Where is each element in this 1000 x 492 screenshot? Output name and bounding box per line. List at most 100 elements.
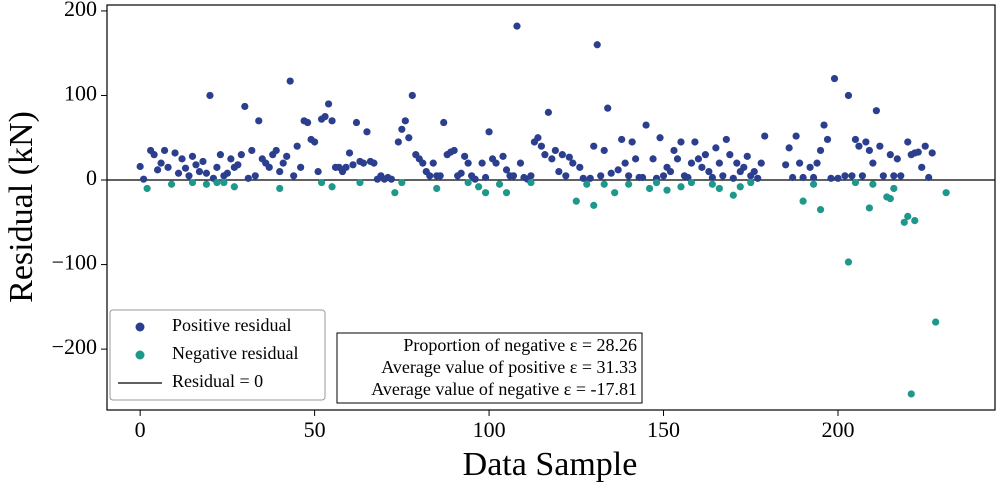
data-point bbox=[471, 175, 479, 183]
data-point bbox=[604, 104, 612, 112]
data-point bbox=[701, 151, 709, 159]
data-point bbox=[876, 142, 884, 150]
data-point bbox=[705, 167, 713, 176]
data-point bbox=[297, 163, 305, 171]
data-point bbox=[202, 180, 211, 188]
data-point bbox=[621, 159, 629, 167]
data-point bbox=[649, 155, 657, 163]
annotation: Proportion of negative ε = 28.26 bbox=[403, 335, 637, 355]
data-point bbox=[855, 142, 863, 150]
data-point bbox=[164, 163, 172, 171]
legend-marker bbox=[135, 322, 145, 332]
data-point bbox=[276, 167, 284, 176]
data-point bbox=[942, 189, 950, 197]
data-point bbox=[663, 186, 671, 194]
data-point bbox=[502, 166, 511, 174]
data-point bbox=[440, 118, 448, 127]
data-point bbox=[736, 183, 744, 191]
data-point bbox=[140, 175, 148, 183]
data-point bbox=[363, 128, 371, 136]
data-point bbox=[398, 178, 406, 187]
y-tick-label: −100 bbox=[52, 250, 97, 275]
data-point bbox=[272, 146, 280, 155]
data-point bbox=[625, 172, 633, 180]
y-tick-label: 100 bbox=[64, 81, 97, 106]
data-point bbox=[562, 172, 570, 180]
data-point bbox=[527, 178, 535, 187]
data-point bbox=[597, 172, 605, 180]
data-point bbox=[904, 212, 912, 220]
data-point bbox=[914, 148, 922, 156]
data-point bbox=[816, 206, 825, 214]
data-point bbox=[645, 184, 654, 193]
data-point bbox=[185, 172, 193, 180]
data-point bbox=[806, 163, 814, 171]
data-point bbox=[715, 159, 723, 167]
data-point bbox=[534, 134, 542, 142]
data-point bbox=[590, 142, 598, 150]
data-point bbox=[785, 144, 793, 152]
data-point bbox=[516, 159, 525, 167]
data-point bbox=[893, 155, 901, 163]
data-point bbox=[691, 138, 699, 146]
data-point bbox=[188, 152, 197, 160]
data-point bbox=[502, 189, 511, 197]
data-point bbox=[799, 173, 807, 182]
data-point bbox=[433, 184, 441, 193]
data-point bbox=[527, 172, 535, 180]
data-point bbox=[900, 218, 908, 226]
data-point bbox=[481, 189, 490, 197]
data-point bbox=[796, 159, 804, 167]
data-point bbox=[569, 159, 577, 167]
data-point bbox=[642, 121, 650, 129]
data-point bbox=[583, 180, 591, 188]
data-point bbox=[886, 151, 894, 159]
data-point bbox=[715, 184, 723, 193]
x-tick-label: 50 bbox=[304, 417, 326, 442]
data-point bbox=[461, 152, 469, 160]
data-point bbox=[890, 172, 898, 180]
data-point bbox=[227, 155, 235, 163]
data-point bbox=[726, 151, 734, 159]
data-point bbox=[216, 151, 224, 159]
data-point bbox=[419, 159, 427, 167]
data-point bbox=[684, 173, 692, 182]
data-point bbox=[464, 159, 472, 167]
data-point bbox=[359, 159, 368, 167]
data-point bbox=[286, 77, 294, 85]
data-point bbox=[921, 142, 929, 150]
data-point bbox=[426, 172, 434, 180]
x-tick-label: 150 bbox=[647, 417, 680, 442]
data-point bbox=[673, 155, 682, 163]
data-point bbox=[618, 135, 626, 144]
data-point bbox=[304, 118, 312, 127]
data-point bbox=[827, 174, 835, 182]
data-point bbox=[747, 178, 755, 187]
data-point bbox=[255, 117, 263, 125]
data-point bbox=[816, 146, 825, 155]
data-point bbox=[349, 161, 357, 169]
data-point bbox=[230, 183, 238, 191]
data-point bbox=[265, 163, 273, 171]
data-point bbox=[293, 142, 301, 150]
data-point bbox=[740, 163, 748, 171]
x-axis-label: Data Sample bbox=[463, 446, 638, 483]
data-point bbox=[670, 146, 678, 155]
data-point bbox=[398, 125, 406, 133]
data-point bbox=[754, 174, 762, 182]
data-point bbox=[607, 169, 615, 177]
y-tick-label: 0 bbox=[86, 165, 97, 190]
data-point bbox=[202, 169, 211, 177]
data-point bbox=[677, 183, 685, 191]
data-point bbox=[276, 184, 284, 193]
data-point bbox=[181, 164, 190, 172]
data-point bbox=[590, 201, 598, 209]
data-point bbox=[698, 163, 706, 171]
data-point bbox=[687, 178, 696, 187]
data-point bbox=[541, 151, 549, 159]
data-point bbox=[234, 161, 242, 169]
data-point bbox=[729, 174, 737, 182]
data-point bbox=[167, 180, 176, 188]
data-point bbox=[324, 100, 333, 108]
data-point bbox=[858, 172, 867, 180]
